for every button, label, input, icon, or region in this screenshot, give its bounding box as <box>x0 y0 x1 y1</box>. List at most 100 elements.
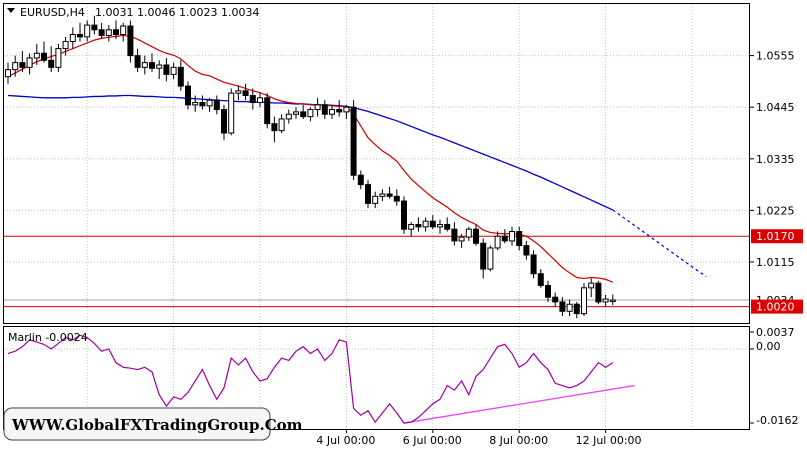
candle-body-bear <box>530 254 537 275</box>
candle-body-bear <box>444 223 451 230</box>
candle-body-bull <box>257 97 263 104</box>
candle-body-bear <box>451 228 458 242</box>
candle-body-bear <box>523 245 530 256</box>
candle-body-bull <box>62 41 69 50</box>
level-label-bg <box>751 229 803 244</box>
watermark-box <box>3 407 271 441</box>
candle-body-bull <box>509 231 515 242</box>
candle-body-bear <box>365 184 371 204</box>
time-axis: 4 Jul 00:00 6 Jul 00:00 8 Jul 00:00 12 Jul … <box>316 429 642 447</box>
price-tick-label: 1.0115 <box>756 256 795 269</box>
candle-body-bull <box>487 247 494 270</box>
candle-body-bull <box>581 287 587 315</box>
candle-body-bear <box>321 104 328 115</box>
watermark-text: WWW.GlobalFXTradingGroup.Com <box>11 416 303 434</box>
candle-body-bull <box>458 236 465 242</box>
symbol-timeframe-label: EURUSD,H4 <box>20 6 85 19</box>
candle-body-bear <box>199 102 206 107</box>
price-tick-label: 1.0225 <box>756 204 795 217</box>
candle-body-bull <box>192 102 199 106</box>
candle-body-bear <box>163 64 170 75</box>
candle-body-bear <box>271 123 278 132</box>
time-tick-label: 8 Jul 00:00 <box>489 434 548 447</box>
candle-body-bull <box>5 69 11 78</box>
candle-body-bear <box>357 174 364 186</box>
candle-body-bear <box>480 242 487 270</box>
candle-body-bear <box>177 66 184 87</box>
candle-body-bear <box>213 99 220 111</box>
candle-body-bull <box>120 25 127 35</box>
candle-body-bear <box>185 85 191 106</box>
dropdown-triangle-icon[interactable] <box>7 8 15 13</box>
level-label-bg <box>751 299 803 314</box>
candle-body-bear <box>249 94 256 104</box>
candle-body-bear <box>552 296 559 303</box>
candle-body-bear <box>473 228 479 244</box>
price-tick-label: 1.0335 <box>756 153 795 166</box>
candle-body-bull <box>105 29 112 36</box>
time-tick-label: 4 Jul 00:00 <box>316 434 375 447</box>
candle-body-bear <box>386 193 393 197</box>
candle-body-bull <box>437 223 443 228</box>
candle-body-bear <box>221 109 227 134</box>
candle-body-bull <box>314 104 321 111</box>
candle-body-bear <box>264 97 271 125</box>
candle-body-bear <box>501 235 508 242</box>
candle-body-bull <box>465 228 472 238</box>
candle-body-bull <box>422 220 429 228</box>
price-axis: 1.0555 1.0445 1.0335 1.0225 1.0115 <box>750 50 795 269</box>
candle-body-bull <box>84 24 91 38</box>
candle-body-bull <box>156 64 163 69</box>
level-label: 1.0020 <box>756 301 795 314</box>
time-tick-label: 12 Jul 00:00 <box>576 434 642 447</box>
candle-body-bear <box>350 106 357 176</box>
candle-body-bear <box>429 220 436 228</box>
candle-body-bull <box>69 33 76 43</box>
candle-body-bear <box>41 52 47 61</box>
candle-body-bear <box>415 223 422 228</box>
marlin-tick-label: 0.00 <box>756 340 781 353</box>
candle-body-bull <box>494 235 501 249</box>
price-tick-label: 1.0445 <box>756 101 795 114</box>
candle-body-bull <box>566 303 573 312</box>
candle-body-bear <box>48 59 55 68</box>
candle-body-bear <box>545 284 551 298</box>
candle-body-bear <box>134 55 141 68</box>
candle-body-bear <box>127 25 134 57</box>
candle-body-bear <box>336 109 343 113</box>
candle-body-bull <box>408 223 415 230</box>
candle-body-bull <box>141 62 148 68</box>
candle-body-bull <box>278 118 285 132</box>
marlin-line <box>7 334 614 424</box>
candle-body-bull <box>372 195 379 204</box>
candle-body-bull <box>26 57 33 68</box>
marlin-tick-label: 0.0037 <box>756 326 795 339</box>
level-label: 1.0170 <box>756 230 795 243</box>
candle-body-bear <box>113 29 119 35</box>
price-grid <box>4 4 750 323</box>
candle-body-bull <box>33 52 40 59</box>
candle-body-bull <box>170 66 177 75</box>
candle-body-bull <box>307 109 314 118</box>
candle-body-bull <box>206 99 213 107</box>
candle-body-bear <box>401 200 407 230</box>
time-tick-label: 6 Jul 00:00 <box>403 434 462 447</box>
marlin-panel-frame <box>3 326 750 430</box>
marlin-indicator-label: Marlin -0.0024 <box>8 331 88 344</box>
price-tick-label: 1.0555 <box>756 50 795 63</box>
ohlc-quote-label: 1.0031 1.0046 1.0023 1.0034 <box>95 6 259 19</box>
candle-body-bull <box>55 48 62 68</box>
candle-body-bear <box>19 62 26 68</box>
candle-body-bear <box>300 111 307 118</box>
candle-body-bear <box>516 231 523 247</box>
price-panel-frame <box>3 3 750 324</box>
candle-body-bear <box>393 195 400 202</box>
candle-body-bear <box>91 24 98 31</box>
candle-body-bull <box>343 106 350 113</box>
candle-body-bear <box>559 301 566 312</box>
candle-body-bull <box>12 62 19 71</box>
